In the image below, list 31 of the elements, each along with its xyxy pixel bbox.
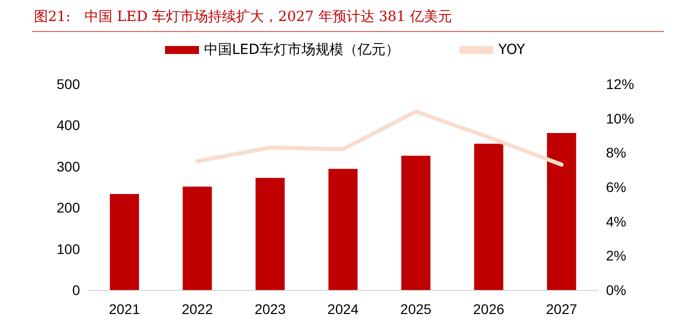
legend-label: 中国LED车灯市场规模（亿元） [204,42,400,58]
x-tick-label: 2025 [400,301,432,317]
x-tick-label: 2026 [473,301,504,317]
y2-tick-label: 12% [606,76,634,92]
y2-tick-label: 4% [606,213,626,230]
x-tick-label: 2021 [108,301,140,317]
bar [256,178,285,290]
bar [474,144,504,290]
y-tick-label: 0 [72,282,80,298]
y-tick-label: 200 [56,200,80,216]
y2-tick-label: 6% [606,179,626,195]
y-tick-label: 400 [56,117,80,134]
x-tick-label: 2024 [327,301,359,317]
chart-title: 图21: 中国 LED 车灯市场持续扩大，2027 年预计达 381 亿美元 [34,8,452,26]
y2-tick-label: 0% [606,282,626,298]
y2-tick-label: 10% [606,110,634,126]
bar [401,156,430,290]
bar [110,194,139,290]
y2-tick-label: 8% [606,144,626,161]
x-tick-label: 2022 [182,301,214,317]
bar [328,168,358,290]
y-tick-label: 300 [56,158,80,174]
bar [182,186,212,290]
x-tick-label: 2027 [546,301,578,317]
bar [547,133,576,290]
y2-tick-label: 2% [606,248,626,264]
legend-label: YOY [497,42,526,58]
x-tick-label: 2023 [254,301,286,317]
y-tick-label: 100 [56,240,80,257]
line-series [195,109,564,167]
y-tick-label: 500 [56,76,80,92]
